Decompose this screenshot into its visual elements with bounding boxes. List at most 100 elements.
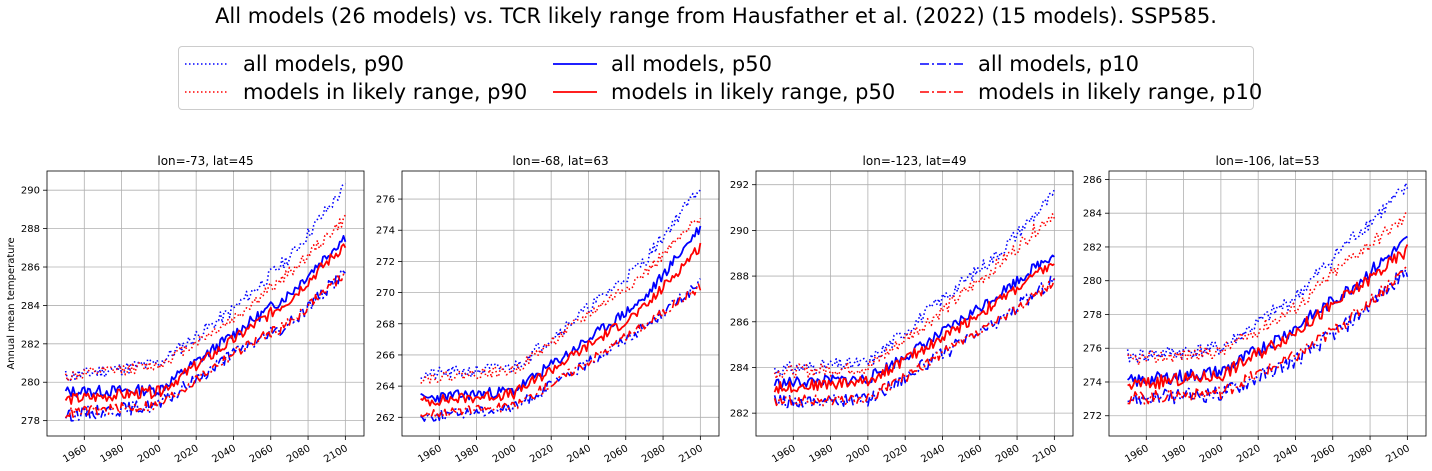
legend-label: models in likely range, p90	[243, 80, 528, 104]
y-tick-label: 280	[1083, 276, 1102, 287]
x-tick-label: 2100	[1384, 443, 1412, 465]
panel-title: lon=-73, lat=45	[157, 154, 253, 168]
x-tick-label: 1980	[808, 443, 836, 465]
x-tick-label: 1960	[1123, 443, 1151, 465]
y-tick-label: 282	[21, 339, 40, 350]
x-tick-label: 2000	[845, 443, 873, 465]
legend-label: models in likely range, p50	[611, 80, 896, 104]
legend-label: all models, p90	[243, 52, 404, 76]
legend-line-icon	[920, 91, 964, 93]
y-tick-label: 274	[376, 226, 395, 237]
x-tick-label: 2100	[677, 443, 705, 465]
legend-label: all models, p10	[978, 52, 1139, 76]
y-tick-label: 288	[21, 224, 40, 235]
plot-frame	[401, 170, 720, 437]
x-tick-label: 2000	[491, 443, 519, 465]
plot-frame	[1108, 170, 1427, 437]
series-line	[420, 225, 702, 404]
x-tick-label: 2020	[528, 443, 556, 465]
y-tick-label: 284	[21, 301, 40, 312]
y-tick-label: 262	[376, 413, 395, 424]
legend-item: all models, p90	[185, 50, 404, 78]
series-line	[773, 213, 1056, 380]
y-axis-label: Annual mean temperature	[6, 237, 17, 369]
y-tick-label: 264	[376, 382, 395, 393]
y-tick-label: 284	[730, 363, 749, 374]
x-tick-label: 2060	[603, 443, 631, 465]
legend-line-icon	[553, 63, 597, 65]
series-line	[1127, 244, 1409, 390]
x-tick-label: 2000	[136, 443, 164, 465]
x-tick-label: 2040	[210, 443, 238, 465]
x-tick-label: 2020	[882, 443, 910, 465]
y-tick-label: 280	[21, 378, 40, 389]
y-tick-label: 274	[1083, 377, 1102, 388]
y-tick-label: 292	[730, 180, 749, 191]
legend-line-icon	[553, 91, 597, 93]
legend-label: all models, p50	[611, 52, 772, 76]
y-tick-label: 266	[376, 350, 395, 361]
y-tick-label: 286	[1083, 175, 1102, 186]
x-tick-label: 2040	[1272, 443, 1300, 465]
legend-item: models in likely range, p90	[185, 78, 527, 106]
legend-item: all models, p50	[553, 50, 772, 78]
series-line	[420, 188, 702, 380]
legend-item: models in likely range, p50	[553, 78, 895, 106]
y-tick-label: 290	[730, 226, 749, 237]
chart-panel: lon=-73, lat=45 278 280 282 284 286 288 290 1960…	[6, 154, 365, 465]
y-tick-label: 276	[1083, 344, 1102, 355]
y-tick-label: 278	[21, 416, 40, 427]
legend-item: models in likely range, p10	[920, 78, 1262, 106]
series-line	[64, 272, 346, 419]
x-tick-label: 1980	[99, 443, 127, 465]
y-tick-label: 286	[730, 317, 749, 328]
y-tick-label: 272	[376, 257, 395, 268]
x-tick-label: 2080	[640, 443, 668, 465]
legend-item: all models, p10	[920, 50, 1139, 78]
series-line	[773, 278, 1056, 407]
y-tick-label: 288	[730, 272, 749, 283]
x-tick-label: 2080	[1347, 443, 1375, 465]
y-tick-label: 284	[1083, 209, 1102, 220]
panel-title: lon=-106, lat=53	[1216, 154, 1320, 168]
chart-panel: lon=-106, lat=53 272 274 276 278 280 282 284 286…	[1083, 154, 1427, 465]
x-tick-label: 2020	[173, 443, 201, 465]
panel-title: lon=-68, lat=63	[512, 154, 608, 168]
series-line	[1127, 266, 1409, 405]
y-tick-label: 276	[376, 195, 395, 206]
y-tick-label: 290	[21, 186, 40, 197]
x-tick-label: 1980	[1161, 443, 1189, 465]
legend: all models, p90 models in likely range, …	[178, 46, 1262, 110]
x-tick-label: 2020	[1235, 443, 1263, 465]
x-tick-label: 1960	[61, 443, 89, 465]
series-line	[420, 283, 702, 418]
chart-panel: lon=-68, lat=63 262 264 266 268 270 272 274 276 1…	[376, 154, 720, 465]
chart-panel: lon=-123, lat=49 282 284 286 288 290 292 1960 19…	[730, 154, 1074, 465]
series-line	[64, 243, 347, 405]
series-line	[64, 268, 346, 422]
x-tick-label: 1960	[770, 443, 798, 465]
series-line	[1127, 267, 1409, 405]
series-line	[420, 277, 701, 422]
x-tick-label: 2100	[322, 443, 350, 465]
y-tick-label: 286	[21, 263, 40, 274]
x-tick-label: 2060	[248, 443, 276, 465]
x-tick-label: 2100	[1031, 443, 1059, 465]
x-tick-label: 2060	[1310, 443, 1338, 465]
x-tick-label: 1960	[416, 443, 444, 465]
y-tick-label: 278	[1083, 310, 1102, 321]
x-tick-label: 2060	[957, 443, 985, 465]
x-tick-label: 2080	[285, 443, 313, 465]
legend-line-icon	[920, 63, 964, 65]
series-line	[1126, 182, 1409, 364]
x-tick-label: 2040	[565, 443, 593, 465]
figure-title: All models (26 models) vs. TCR likely ra…	[215, 4, 1217, 28]
legend-label: models in likely range, p10	[978, 80, 1263, 104]
plot-frame	[755, 170, 1074, 437]
series-line	[64, 214, 347, 382]
series-line	[420, 242, 702, 407]
y-tick-label: 282	[730, 409, 749, 420]
y-tick-label: 272	[1083, 411, 1102, 422]
x-tick-label: 2040	[919, 443, 947, 465]
series-line	[420, 218, 702, 384]
